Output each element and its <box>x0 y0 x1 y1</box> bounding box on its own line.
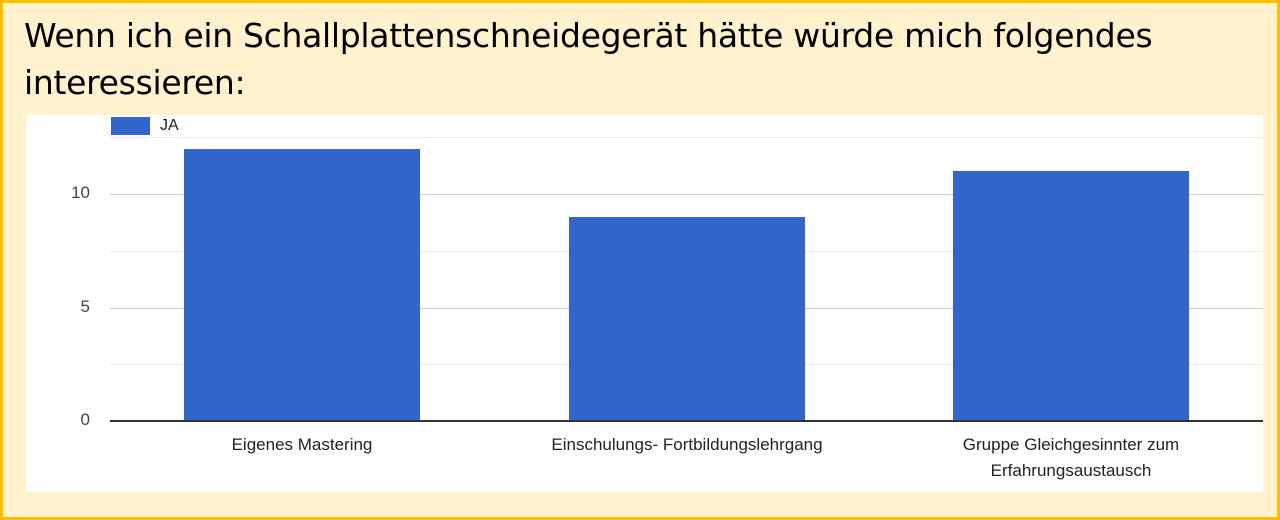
bar-3 <box>953 171 1189 421</box>
bar-chart: JA 0 5 10 Eigenes Mastering Einschulungs- Fo… <box>26 115 1263 492</box>
legend-swatch-ja <box>111 117 150 135</box>
x-category-label: Eigenes Mastering <box>231 435 373 454</box>
bar-2 <box>569 217 805 421</box>
bar-1 <box>184 149 420 421</box>
major-gridline <box>110 194 1263 195</box>
x-axis-baseline <box>110 420 1263 422</box>
minor-gridline <box>110 137 1263 138</box>
x-category-label: Einschulungs- Fortbildungslehrgang <box>551 435 823 454</box>
legend-label-ja: JA <box>160 117 179 134</box>
y-tick-label: 5 <box>80 297 90 316</box>
slide-title: Wenn ich ein Schallplattenschneidegerät … <box>24 16 1153 102</box>
y-tick-label: 0 <box>80 410 90 429</box>
legend: JA <box>111 117 179 135</box>
x-category-label: Gruppe Gleichgesinnter zum Erfahrungsaust… <box>962 435 1180 480</box>
y-tick-label: 10 <box>71 183 90 202</box>
